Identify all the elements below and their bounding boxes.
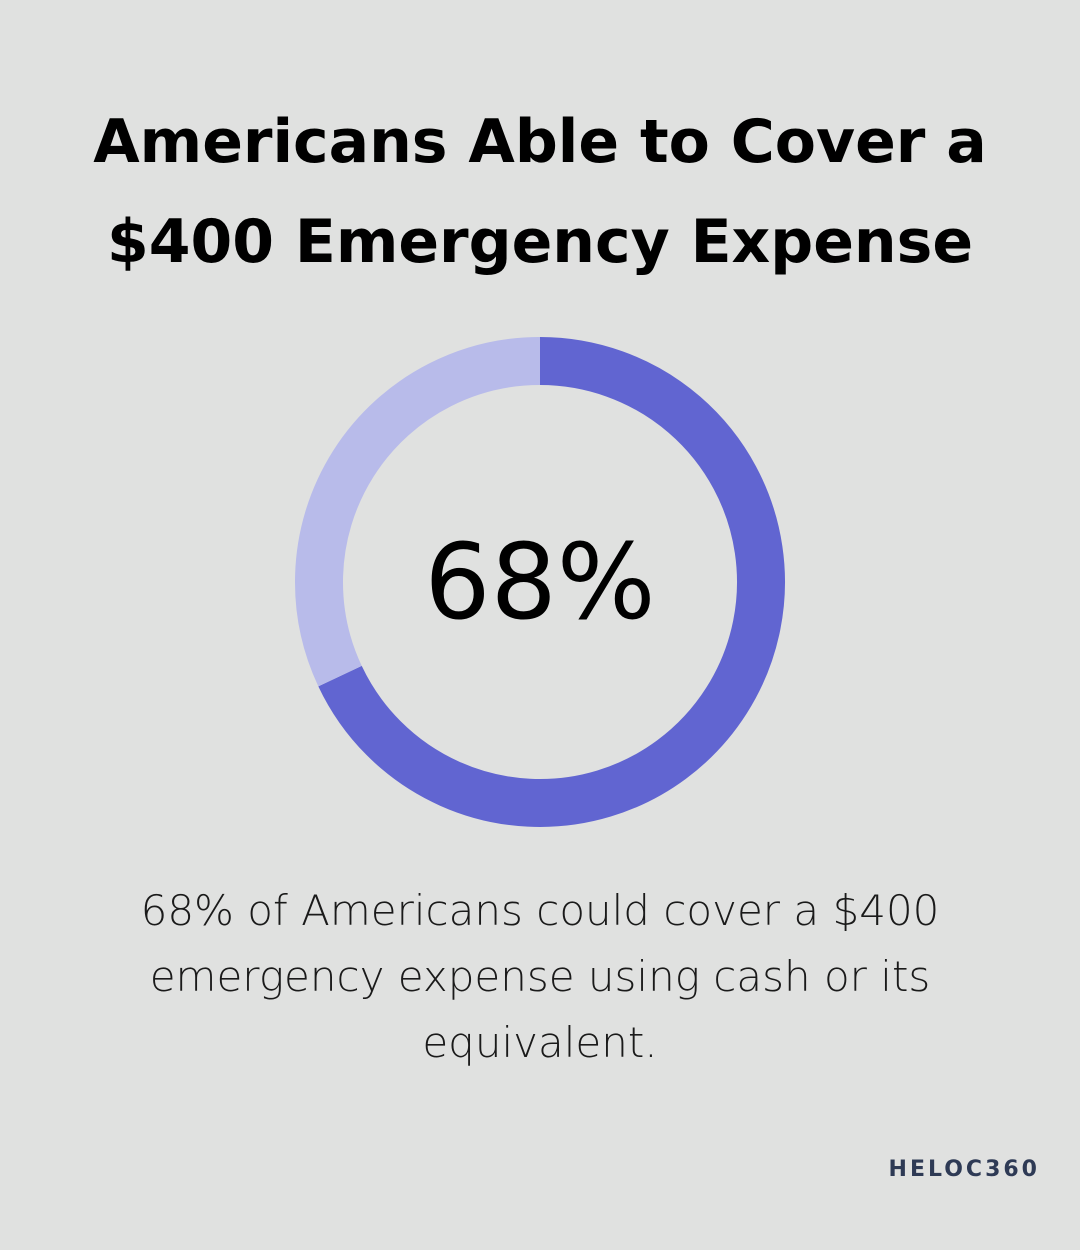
- caption: 68% of Americans could cover a $400 emer…: [140, 886, 940, 1067]
- chart-title: $400 Emergency Expense: [107, 207, 973, 277]
- donut-segment: [318, 337, 785, 827]
- chart-title: Americans Able to Cover a: [93, 107, 987, 177]
- donut-segment: [295, 337, 541, 687]
- center-label: 68%: [424, 521, 655, 643]
- logo: HELOC360: [889, 1157, 1040, 1182]
